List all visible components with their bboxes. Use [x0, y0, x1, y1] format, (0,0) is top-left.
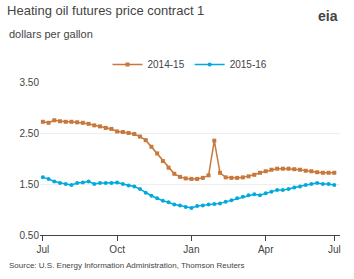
svg-text:Oct: Oct [109, 244, 125, 255]
svg-text:0.50: 0.50 [20, 230, 40, 241]
svg-text:Jan: Jan [183, 244, 199, 255]
svg-text:eia: eia [318, 8, 338, 24]
svg-text:2015-16: 2015-16 [230, 59, 267, 70]
svg-text:dollars per gallon: dollars per gallon [9, 28, 93, 40]
svg-text:Source: U.S. Energy Informatio: Source: U.S. Energy Information Administ… [9, 261, 245, 270]
svg-text:3.50: 3.50 [20, 77, 40, 88]
svg-text:Jul: Jul [328, 244, 341, 255]
svg-text:Jul: Jul [36, 244, 49, 255]
svg-text:Apr: Apr [258, 244, 274, 255]
svg-text:1.50: 1.50 [20, 179, 40, 190]
svg-text:2014-15: 2014-15 [148, 59, 185, 70]
svg-text:2.50: 2.50 [20, 128, 40, 139]
svg-text:Heating oil futures price cont: Heating oil futures price contract 1 [7, 3, 204, 18]
